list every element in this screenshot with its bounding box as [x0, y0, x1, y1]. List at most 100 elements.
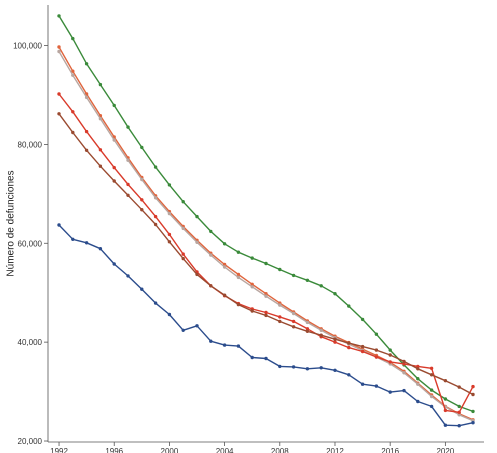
data-point	[167, 211, 172, 216]
data-point	[140, 208, 144, 212]
x-tick-label: 2008	[271, 447, 289, 453]
data-point	[374, 332, 379, 336]
data-point	[278, 319, 282, 324]
series-3	[57, 49, 475, 423]
data-point	[347, 341, 351, 345]
data-point	[457, 413, 461, 417]
x-axis-ticks: 1992 1996 2000 2004 2008 2012 2016 2020	[50, 442, 455, 453]
data-point	[457, 410, 461, 414]
data-point	[388, 353, 392, 357]
data-point	[140, 145, 144, 150]
x-tick-label: 2000	[161, 447, 179, 453]
data-point	[222, 242, 227, 246]
data-point	[429, 388, 434, 392]
x-tick-label: 2016	[381, 447, 399, 453]
data-point	[222, 265, 227, 269]
data-point	[71, 130, 75, 135]
data-point	[98, 117, 103, 121]
data-point	[222, 293, 227, 297]
data-point	[126, 158, 130, 162]
data-point	[153, 165, 158, 169]
data-point	[236, 344, 241, 348]
data-point	[195, 214, 199, 219]
data-point	[250, 309, 254, 313]
data-point	[195, 324, 199, 328]
data-point	[236, 250, 241, 254]
data-point	[57, 223, 61, 227]
data-point	[291, 325, 296, 329]
data-point	[416, 364, 420, 369]
y-axis-title: Número de defunciones	[6, 170, 17, 276]
data-point	[443, 408, 448, 413]
data-point	[360, 317, 365, 322]
data-point	[126, 193, 130, 197]
data-point	[84, 148, 89, 152]
x-tick-label: 1992	[50, 447, 68, 453]
data-point	[291, 311, 296, 316]
data-point	[209, 339, 213, 343]
data-point	[402, 362, 406, 366]
data-point	[181, 200, 185, 204]
x-tick-label: 1996	[105, 447, 123, 453]
data-point	[112, 103, 116, 108]
data-point	[112, 262, 116, 266]
data-point	[471, 392, 475, 397]
data-point	[429, 373, 434, 377]
data-point	[319, 333, 323, 337]
y-tick-label: 100,000	[13, 42, 42, 51]
data-point	[333, 337, 337, 341]
axes	[47, 5, 484, 443]
data-point	[112, 138, 116, 142]
data-point	[195, 240, 199, 244]
data-point	[374, 384, 379, 388]
data-point	[167, 240, 172, 244]
data-point	[319, 284, 323, 288]
data-point	[236, 302, 241, 307]
y-tick-label: 20,000	[18, 437, 43, 446]
data-point	[333, 340, 337, 344]
data-point	[264, 313, 268, 318]
data-point	[71, 73, 75, 77]
data-point	[443, 423, 448, 427]
data-point	[471, 409, 475, 414]
data-point	[140, 287, 144, 291]
data-point	[57, 45, 61, 49]
data-point	[305, 278, 310, 282]
series-line	[58, 224, 474, 427]
series-line	[58, 113, 474, 396]
data-point	[333, 368, 337, 372]
data-point	[181, 226, 185, 231]
data-point	[278, 267, 282, 272]
data-point	[126, 182, 130, 187]
data-point	[222, 343, 227, 347]
series-line	[58, 46, 474, 421]
data-point	[98, 247, 103, 251]
data-point	[416, 367, 420, 371]
data-point	[250, 282, 254, 286]
series-1	[57, 14, 475, 414]
data-point	[374, 348, 379, 352]
data-point	[153, 301, 158, 305]
data-point	[388, 348, 392, 352]
data-point	[57, 49, 61, 54]
data-point	[402, 371, 406, 375]
data-point	[443, 397, 448, 401]
data-point	[291, 365, 296, 369]
data-point	[416, 377, 420, 381]
series-5	[57, 112, 475, 397]
data-point	[319, 366, 323, 370]
data-point	[443, 379, 448, 383]
data-point	[457, 424, 461, 428]
data-point	[347, 373, 351, 377]
y-axis-ticks: 20,000 40,000 60,000 80,000 100,000	[13, 42, 48, 446]
data-point	[181, 252, 185, 256]
data-point	[264, 310, 268, 315]
data-point	[98, 82, 103, 87]
data-point	[250, 355, 254, 360]
data-point	[195, 272, 199, 277]
data-point	[402, 388, 406, 393]
data-point	[347, 304, 351, 308]
data-point	[84, 129, 89, 134]
data-point	[153, 196, 158, 200]
